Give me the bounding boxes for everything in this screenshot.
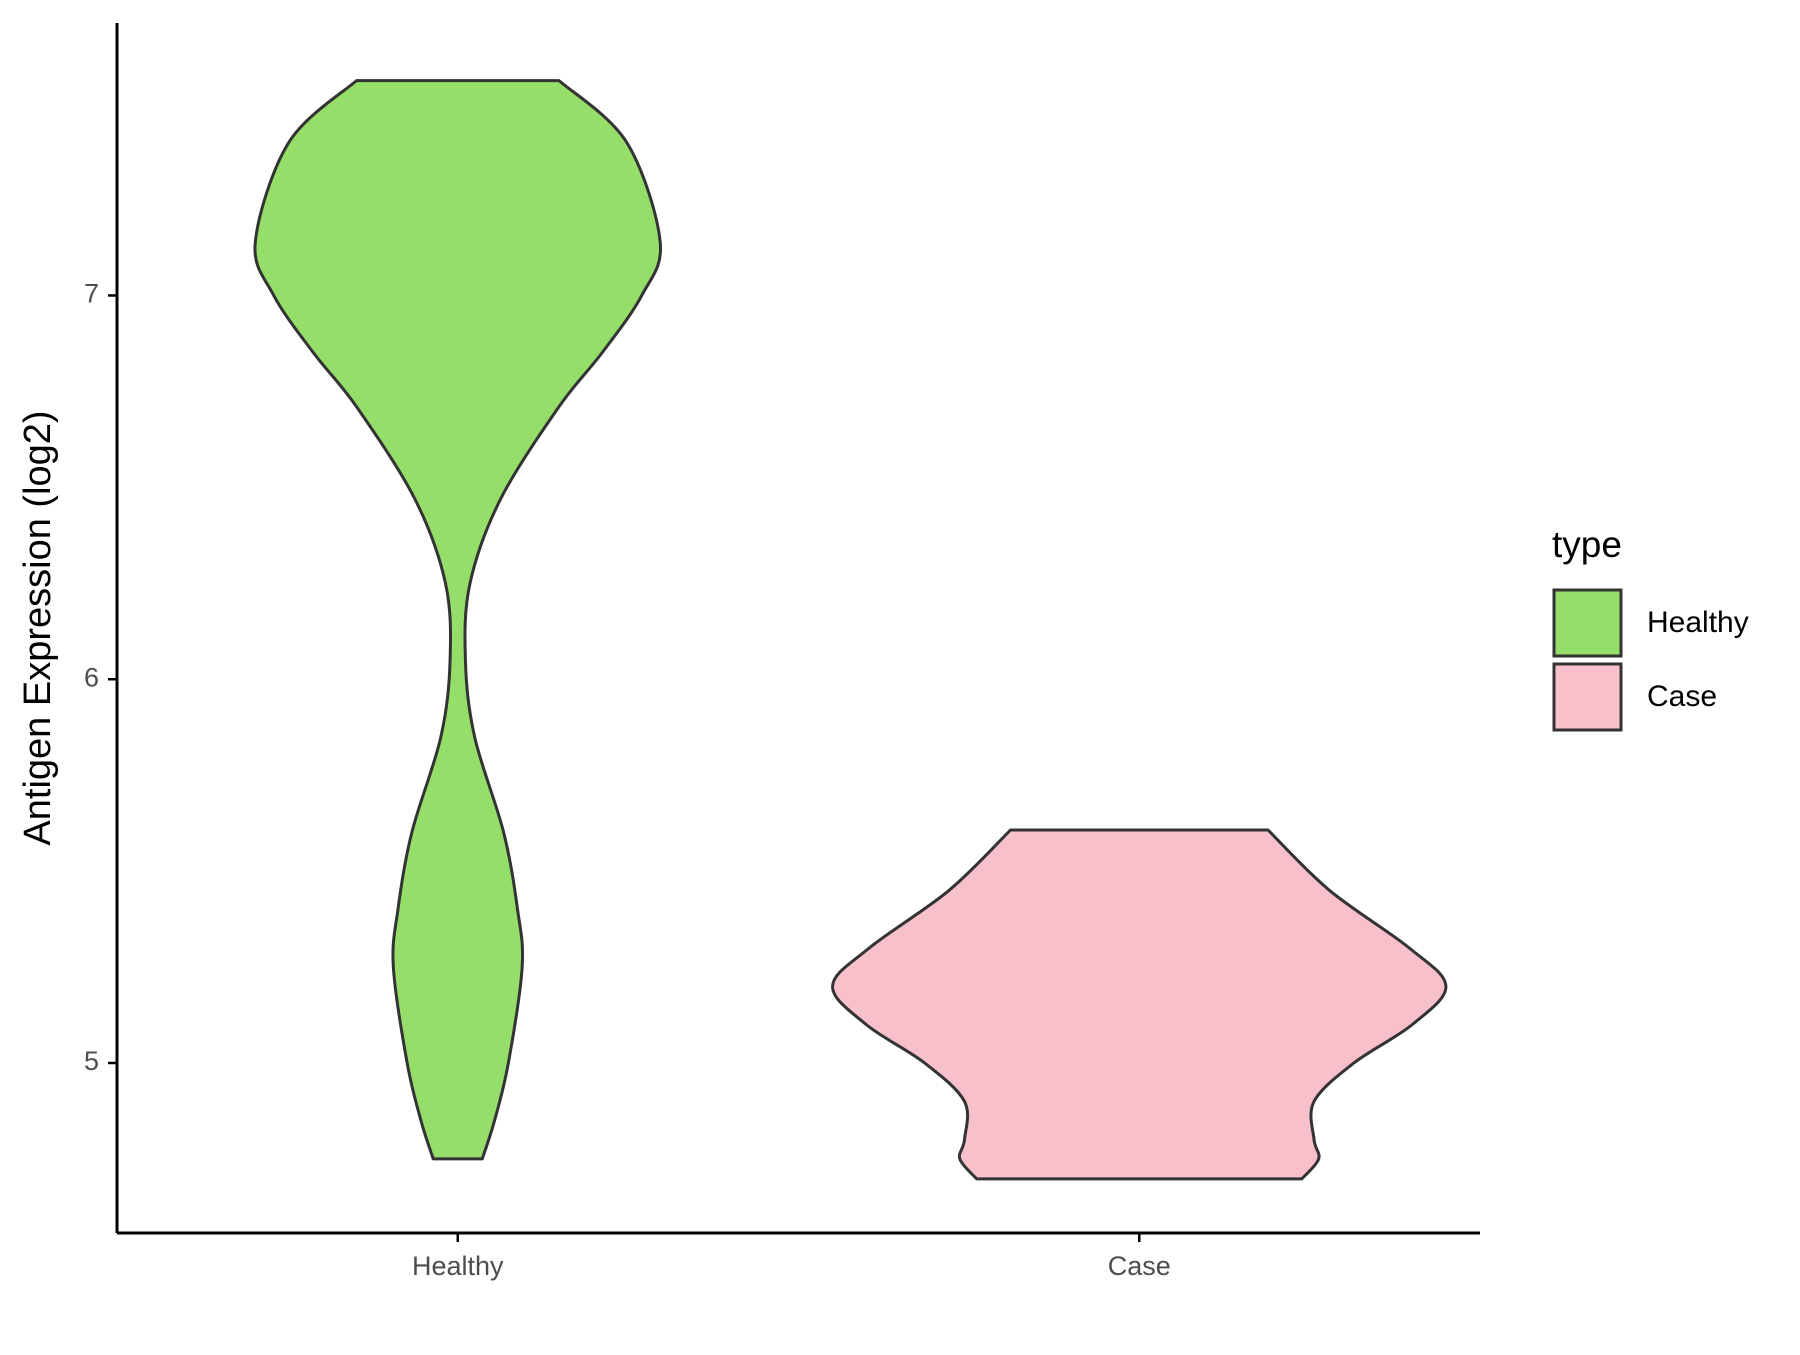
- legend-key: [1552, 588, 1623, 658]
- legend-label: Healthy: [1647, 606, 1749, 639]
- y-tick-label: 5: [84, 1046, 99, 1076]
- y-tick-label: 6: [84, 662, 99, 692]
- violin: [831, 828, 1448, 1181]
- y-axis-title: Antigen Expression (log2): [17, 410, 59, 845]
- y-tick-label: 7: [84, 279, 99, 309]
- legend-key: [1552, 662, 1623, 732]
- violin: [253, 79, 662, 1161]
- legend-title: type: [1552, 524, 1622, 565]
- x-tick-label: Case: [1108, 1251, 1171, 1281]
- legend-label: Case: [1647, 680, 1717, 713]
- x-tick-label: Healthy: [412, 1251, 504, 1281]
